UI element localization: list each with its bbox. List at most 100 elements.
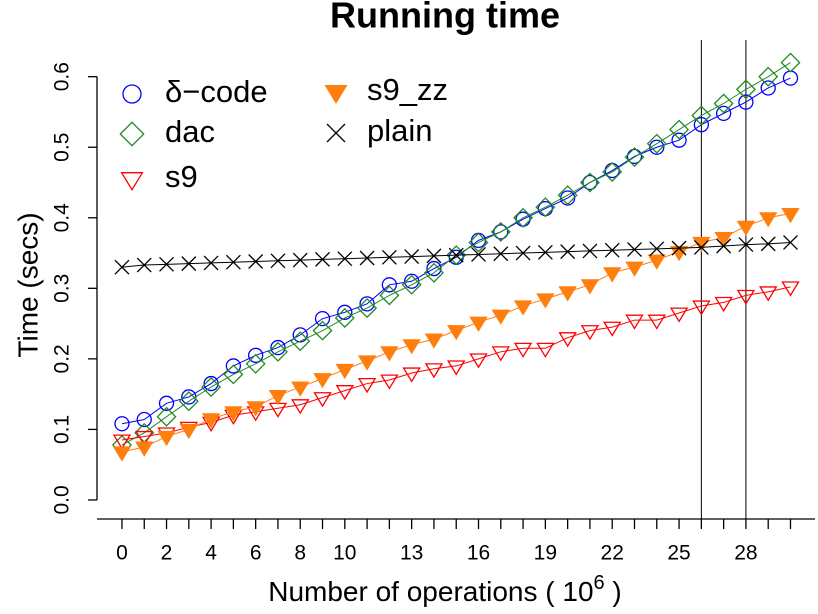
- point: [649, 139, 665, 155]
- point: [290, 331, 311, 352]
- x-tick-label: 16: [467, 542, 490, 565]
- point: [315, 251, 330, 267]
- point: [493, 224, 509, 240]
- point: [291, 381, 310, 397]
- point: [246, 401, 265, 417]
- point: [515, 245, 531, 261]
- point: [626, 148, 643, 165]
- point: [157, 430, 176, 447]
- point: [780, 52, 801, 73]
- point: [379, 285, 400, 306]
- point: [471, 246, 486, 262]
- point: [402, 367, 421, 383]
- x-tick-label: 22: [601, 542, 624, 565]
- point: [201, 413, 221, 429]
- x-tick-label: 19: [534, 542, 557, 565]
- point: [312, 320, 333, 341]
- x-tick-label: 28: [734, 542, 757, 565]
- point: [469, 316, 488, 332]
- point: [760, 236, 776, 252]
- x-tick-label: 25: [667, 542, 690, 565]
- point: [580, 279, 600, 295]
- point: [669, 246, 689, 262]
- x-tick-label: 0: [116, 542, 128, 565]
- point: [603, 321, 622, 337]
- point: [758, 286, 778, 302]
- point: [716, 238, 732, 254]
- point: [114, 259, 130, 275]
- point: [401, 274, 422, 295]
- point: [736, 289, 756, 306]
- point: [490, 221, 511, 242]
- point: [625, 261, 644, 277]
- point: [357, 298, 378, 319]
- point: [535, 197, 556, 218]
- series-line: [121, 286, 791, 441]
- point: [536, 342, 555, 358]
- point: [380, 374, 399, 390]
- point: [359, 250, 375, 266]
- point: [558, 286, 577, 302]
- point: [758, 212, 778, 228]
- y-tick-label: 0.2: [51, 344, 74, 373]
- point: [560, 244, 576, 260]
- point: [693, 239, 709, 255]
- x-tick-label: 8: [294, 542, 306, 565]
- point: [693, 117, 710, 133]
- point: [691, 105, 712, 126]
- point: [669, 307, 689, 323]
- point: [112, 434, 132, 450]
- point: [582, 174, 598, 191]
- point: [225, 254, 241, 270]
- point: [513, 207, 534, 228]
- point: [446, 245, 467, 266]
- point: [201, 377, 222, 398]
- point: [624, 147, 645, 168]
- point: [112, 446, 132, 462]
- point: [692, 300, 711, 316]
- point: [203, 255, 219, 271]
- point: [758, 66, 779, 87]
- point: [558, 332, 577, 348]
- point: [646, 133, 667, 154]
- point: [625, 314, 644, 330]
- point: [268, 402, 288, 418]
- point: [714, 231, 733, 248]
- point: [735, 79, 756, 100]
- point: [580, 325, 600, 341]
- point: [647, 314, 666, 330]
- point: [135, 441, 154, 457]
- point: [448, 247, 464, 263]
- point: [491, 309, 510, 325]
- point: [291, 399, 310, 415]
- point: [270, 253, 286, 269]
- point: [760, 80, 776, 96]
- point: [669, 119, 690, 140]
- series-line: [121, 77, 791, 425]
- point: [469, 353, 488, 369]
- point: [582, 243, 598, 259]
- point: [292, 252, 308, 268]
- x-tick-label: 10: [333, 542, 356, 565]
- point: [649, 241, 665, 257]
- point: [314, 311, 331, 327]
- legend-marker: [120, 172, 144, 192]
- point: [783, 235, 798, 250]
- point: [380, 346, 399, 362]
- x-tick-label: 13: [400, 542, 423, 565]
- point: [736, 220, 756, 236]
- legend-label: plain: [367, 113, 433, 148]
- point: [426, 248, 442, 264]
- point: [447, 360, 466, 376]
- legend-label: dac: [165, 114, 215, 149]
- point: [627, 242, 642, 257]
- point: [381, 249, 397, 265]
- point: [248, 347, 264, 363]
- legend-marker: [324, 85, 348, 105]
- point: [738, 237, 754, 253]
- y-tick-label: 0.3: [51, 274, 74, 303]
- point: [402, 339, 421, 355]
- y-tick-label: 0.1: [51, 415, 74, 444]
- point: [158, 395, 175, 411]
